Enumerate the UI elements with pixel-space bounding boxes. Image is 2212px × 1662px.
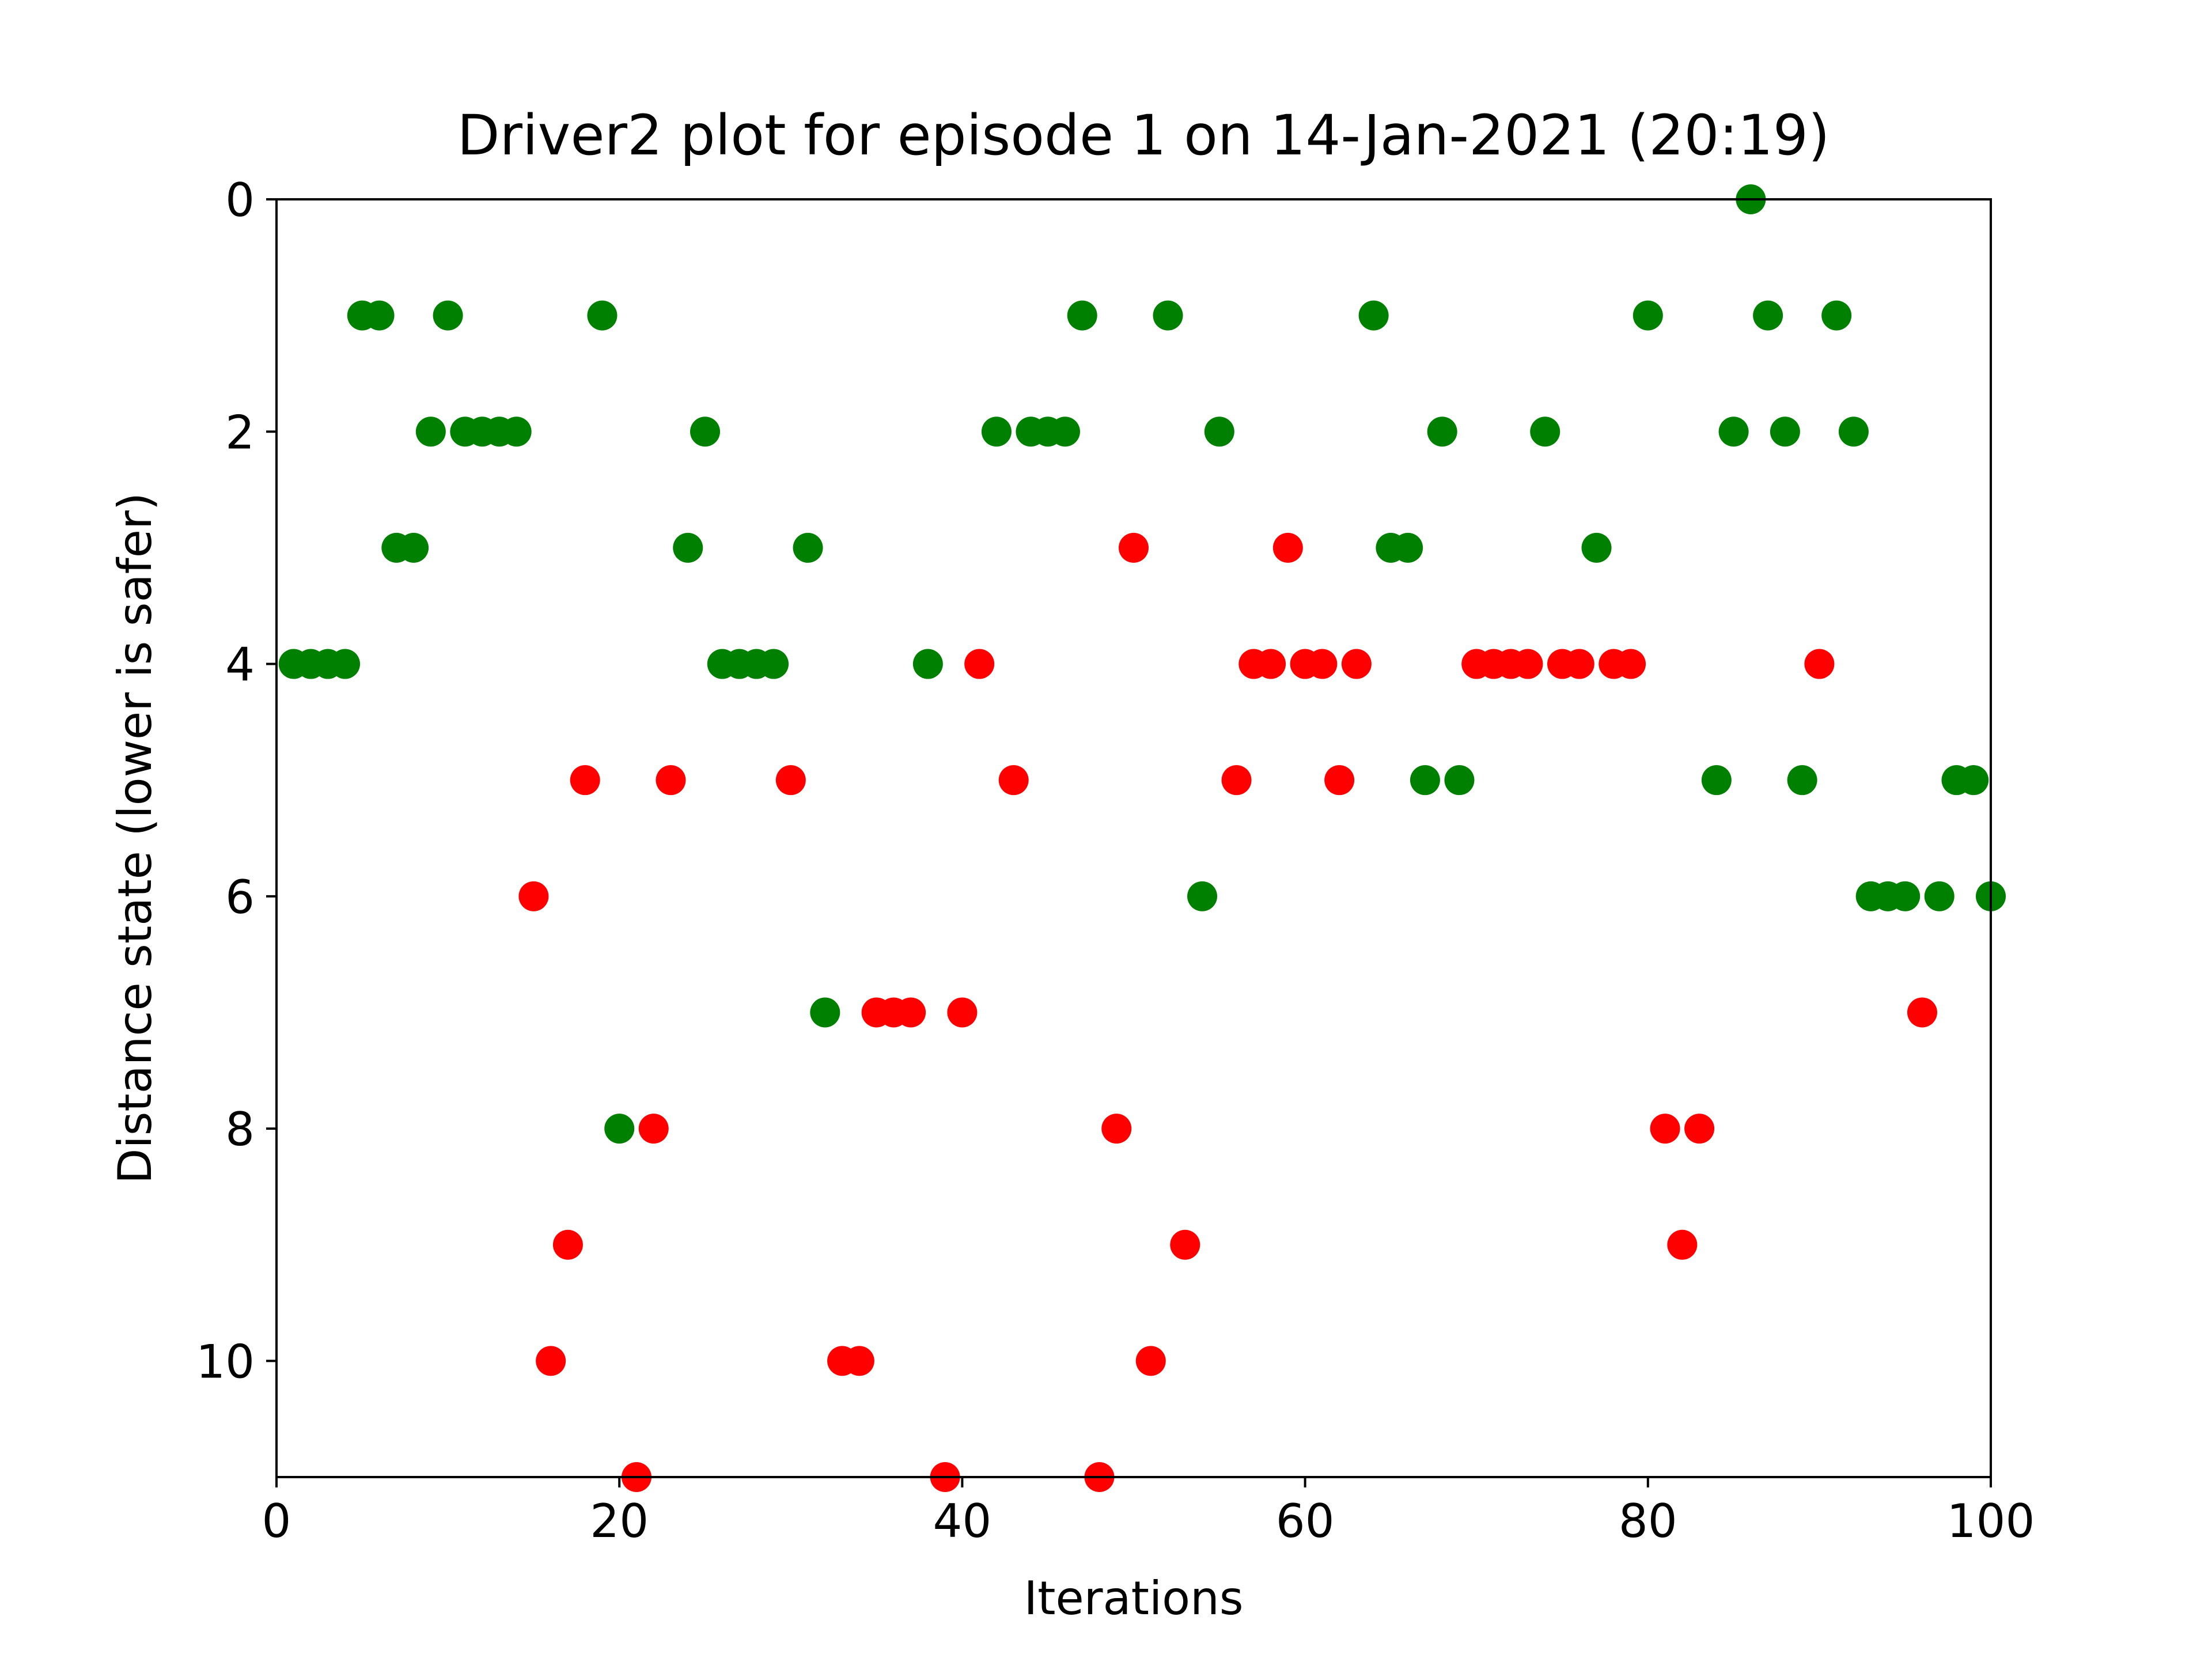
data-point: [1804, 649, 1835, 679]
data-point: [1513, 649, 1543, 679]
data-point: [656, 765, 686, 796]
data-point: [587, 300, 618, 331]
x-tick-label: 20: [590, 1494, 649, 1548]
data-point: [1119, 532, 1149, 563]
data-point: [1256, 649, 1286, 679]
axes: 0 20 40 60 80 100 0 2 4 6 8 10: [196, 173, 2035, 1548]
y-tick-label: 2: [225, 406, 255, 459]
data-point: [1444, 765, 1475, 796]
data-point: [1633, 300, 1663, 331]
data-point: [1410, 765, 1440, 796]
data-point: [1221, 765, 1252, 796]
data-point: [1307, 649, 1338, 679]
data-point: [552, 1229, 583, 1260]
x-tick-label: 100: [1947, 1494, 2035, 1548]
data-point: [1564, 649, 1594, 679]
data-point: [1907, 997, 1937, 1028]
data-point: [1324, 765, 1355, 796]
data-point: [1821, 300, 1852, 331]
data-point: [844, 1346, 874, 1376]
data-point: [536, 1346, 566, 1376]
data-point: [1272, 532, 1303, 563]
data-point: [759, 649, 789, 679]
data-point: [896, 997, 926, 1028]
data-point: [1101, 1114, 1132, 1144]
data-point: [1684, 1114, 1715, 1144]
data-point: [810, 997, 840, 1028]
x-tick-label: 80: [1619, 1494, 1677, 1548]
y-axis-label: Distance state (lower is safer): [108, 493, 162, 1184]
data-point: [1170, 1229, 1200, 1260]
data-point: [1187, 881, 1218, 911]
data-point: [775, 765, 806, 796]
data-point: [1667, 1229, 1698, 1260]
data-point: [981, 417, 1012, 447]
data-point: [1890, 881, 1921, 911]
plot-area: [278, 184, 2006, 1492]
data-point: [1341, 649, 1372, 679]
y-tick-label: 0: [225, 173, 255, 227]
data-point: [1650, 1114, 1680, 1144]
y-tick-label: 8: [225, 1103, 255, 1156]
data-point: [793, 532, 823, 563]
data-point: [1530, 417, 1560, 447]
data-point: [690, 417, 720, 447]
data-point: [1135, 1346, 1166, 1376]
data-point: [1581, 532, 1612, 563]
data-point: [1616, 649, 1646, 679]
data-point: [947, 997, 978, 1028]
series-0: [278, 184, 2006, 1144]
data-point: [1204, 417, 1234, 447]
data-point: [1924, 881, 1955, 911]
x-tick-label: 60: [1276, 1494, 1335, 1548]
data-point: [1067, 300, 1097, 331]
chart-title: Driver2 plot for episode 1 on 14-Jan-202…: [457, 103, 1830, 168]
data-point: [1393, 532, 1423, 563]
data-point: [518, 881, 549, 911]
series-1: [518, 532, 1937, 1492]
data-point: [673, 532, 703, 563]
data-point: [501, 417, 532, 447]
data-point: [330, 649, 361, 679]
data-point: [570, 765, 600, 796]
data-point: [1358, 300, 1389, 331]
data-point: [1701, 765, 1732, 796]
plot-frame: [275, 198, 1992, 1478]
y-tick-label: 4: [225, 638, 255, 692]
data-point: [364, 300, 395, 331]
data-point: [638, 1114, 669, 1144]
data-point: [964, 649, 995, 679]
data-point: [1753, 300, 1783, 331]
data-point: [433, 300, 463, 331]
y-tick-label: 10: [196, 1335, 255, 1388]
data-point: [998, 765, 1029, 796]
data-point: [415, 417, 446, 447]
data-point: [1050, 417, 1080, 447]
data-point: [1959, 765, 1989, 796]
data-point: [1787, 765, 1817, 796]
data-point: [1153, 300, 1183, 331]
data-point: [1718, 417, 1749, 447]
data-point: [1770, 417, 1800, 447]
data-point: [604, 1114, 635, 1144]
data-point: [912, 649, 943, 679]
y-tick-label: 6: [225, 870, 255, 924]
x-tick-label: 40: [933, 1494, 992, 1548]
data-point: [399, 532, 429, 563]
data-point: [1427, 417, 1457, 447]
data-point: [1838, 417, 1869, 447]
x-tick-label: 0: [262, 1494, 291, 1548]
x-axis-label: Iterations: [1024, 1572, 1243, 1625]
